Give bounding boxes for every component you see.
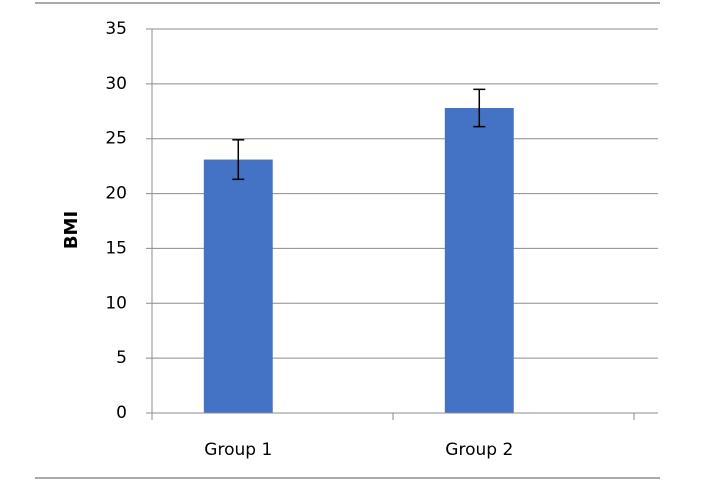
x-tick-label: Group 1 xyxy=(204,440,272,460)
y-tick-label: 35 xyxy=(105,19,127,39)
y-tick-label: 20 xyxy=(105,184,127,204)
x-tick-label: Group 2 xyxy=(445,440,513,460)
y-axis-label: BMI xyxy=(61,211,82,249)
y-tick-label: 30 xyxy=(105,74,127,94)
y-tick-label: 10 xyxy=(105,293,127,313)
bar xyxy=(444,107,514,413)
y-tick-label: 25 xyxy=(105,129,127,149)
y-tick-label: 0 xyxy=(116,403,127,423)
y-tick-label: 15 xyxy=(105,238,127,258)
error-bar xyxy=(473,88,486,128)
bar xyxy=(203,159,273,413)
error-bar xyxy=(232,139,245,181)
y-tick-label: 5 xyxy=(116,348,127,368)
